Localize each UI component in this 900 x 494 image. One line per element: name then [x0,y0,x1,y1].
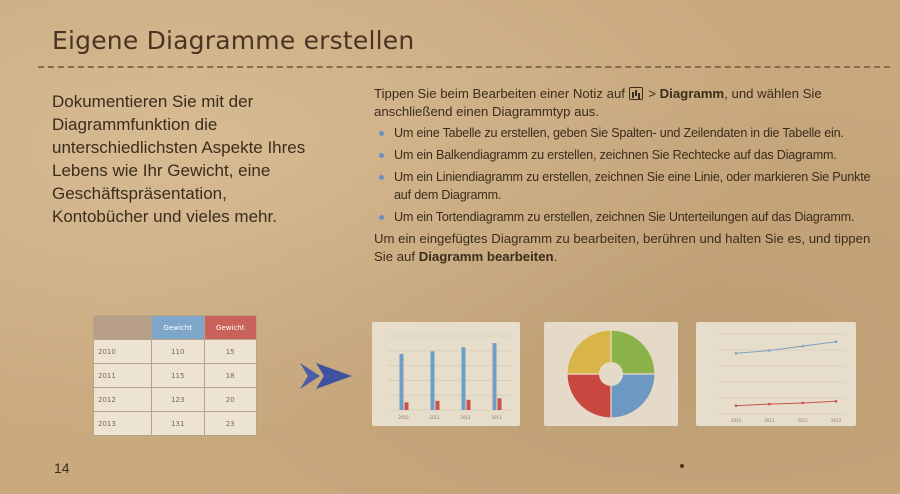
page-number: 14 [54,460,70,476]
tick-label: 2013 [491,415,502,420]
pie-chart [566,329,656,419]
edit-after: . [553,249,558,264]
line-chart-thumbnail: 2010 2011 2012 2013 [696,322,856,426]
chart-insert-icon [628,87,643,100]
tick-label: 2012 [460,415,471,420]
table-cell: 110 [151,339,205,364]
data-point [834,400,838,403]
tick-label: 2012 [798,418,809,423]
series-line [735,400,837,407]
table-cell: 2013 [93,411,152,436]
data-point [801,344,804,348]
list-item: Um ein Liniendiagramm zu erstellen, zeic… [374,168,874,204]
bar-chart-thumbnail: 2010 2011 2012 2013 [372,322,520,426]
series-line [735,341,837,354]
bar [404,402,409,410]
bullet-list: Um eine Tabelle zu erstellen, geben Sie … [374,124,874,226]
pie-slice [566,329,612,375]
instructions-lead: Tippen Sie beim Bearbeiten einer Notiz a… [374,85,874,121]
data-point [801,401,804,405]
list-item: Um eine Tabelle zu erstellen, geben Sie … [374,124,874,142]
table-cell: 2012 [93,387,152,412]
lead-text: Tippen Sie beim Bearbeiten einer Notiz a… [374,86,625,101]
table-header [93,315,152,340]
dashed-divider [38,66,890,68]
table-row: 2010 110 15 [93,339,257,364]
pie-slice [610,373,656,419]
table-cell: 18 [203,363,257,388]
list-item: Um ein Tortendiagramm zu erstellen, zeic… [374,208,874,226]
bar [399,353,404,410]
data-point [734,404,738,408]
page-title: Eigene Diagramme erstellen [52,26,415,55]
data-point [768,402,771,406]
speck [680,464,684,468]
arrow-right-icon [300,363,352,389]
table-cell: 131 [151,411,205,436]
table-row: 2012 123 20 [93,387,257,412]
bar [435,400,440,410]
data-point [768,349,771,352]
bar [461,347,466,410]
lead-bold: Diagramm [659,86,725,101]
instructions: Tippen Sie beim Bearbeiten einer Notiz a… [374,85,874,269]
data-point [734,352,738,355]
edit-text: Um ein eingefügtes Diagramm zu bearbeite… [374,231,871,264]
bar-chart: 2010 2011 2012 2013 [388,335,512,420]
table-header: Gewicht [151,315,205,340]
pie-chart-thumbnail [544,322,678,426]
edit-bold: Diagramm bearbeiten [418,249,554,264]
table-cell: 123 [151,387,205,412]
table-row: 2013 131 23 [93,411,257,436]
pie-hole [599,362,623,386]
table-header: Gewicht [203,315,257,340]
table-thumbnail: Gewicht Gewicht 2010 110 15 2011 115 18 … [93,315,257,436]
table-cell: 15 [203,339,257,364]
table-cell: 115 [151,363,205,388]
tick-label: 2010 [731,418,742,423]
tick-label: 2013 [831,418,842,423]
pie-slice [610,329,656,375]
data-point [834,340,838,344]
table-cell: 2010 [93,339,152,364]
bar [492,343,497,410]
tick-label: 2011 [429,415,440,420]
lead-after: , und wählen Sie anschließend einen Diag… [374,86,822,119]
line-chart: 2010 2011 2012 2013 [716,333,846,423]
tick-label: 2011 [764,418,775,423]
lead-separator: > [644,86,660,101]
table-cell: 2011 [93,363,152,388]
intro-text: Dokumentieren Sie mit der Diagrammfunkti… [52,92,306,226]
list-item: Um ein Balkendiagramm zu erstellen, zeic… [374,146,874,164]
bar [430,351,435,410]
tick-label: 2010 [398,415,409,420]
pie-slice [566,373,612,419]
bar [497,398,502,410]
edit-instruction: Um ein eingefügtes Diagramm zu bearbeite… [374,230,874,266]
table-cell: 23 [203,411,257,436]
bar [466,399,471,410]
table-header-row: Gewicht Gewicht [93,315,257,340]
table-cell: 20 [203,387,257,412]
table-row: 2011 115 18 [93,363,257,388]
